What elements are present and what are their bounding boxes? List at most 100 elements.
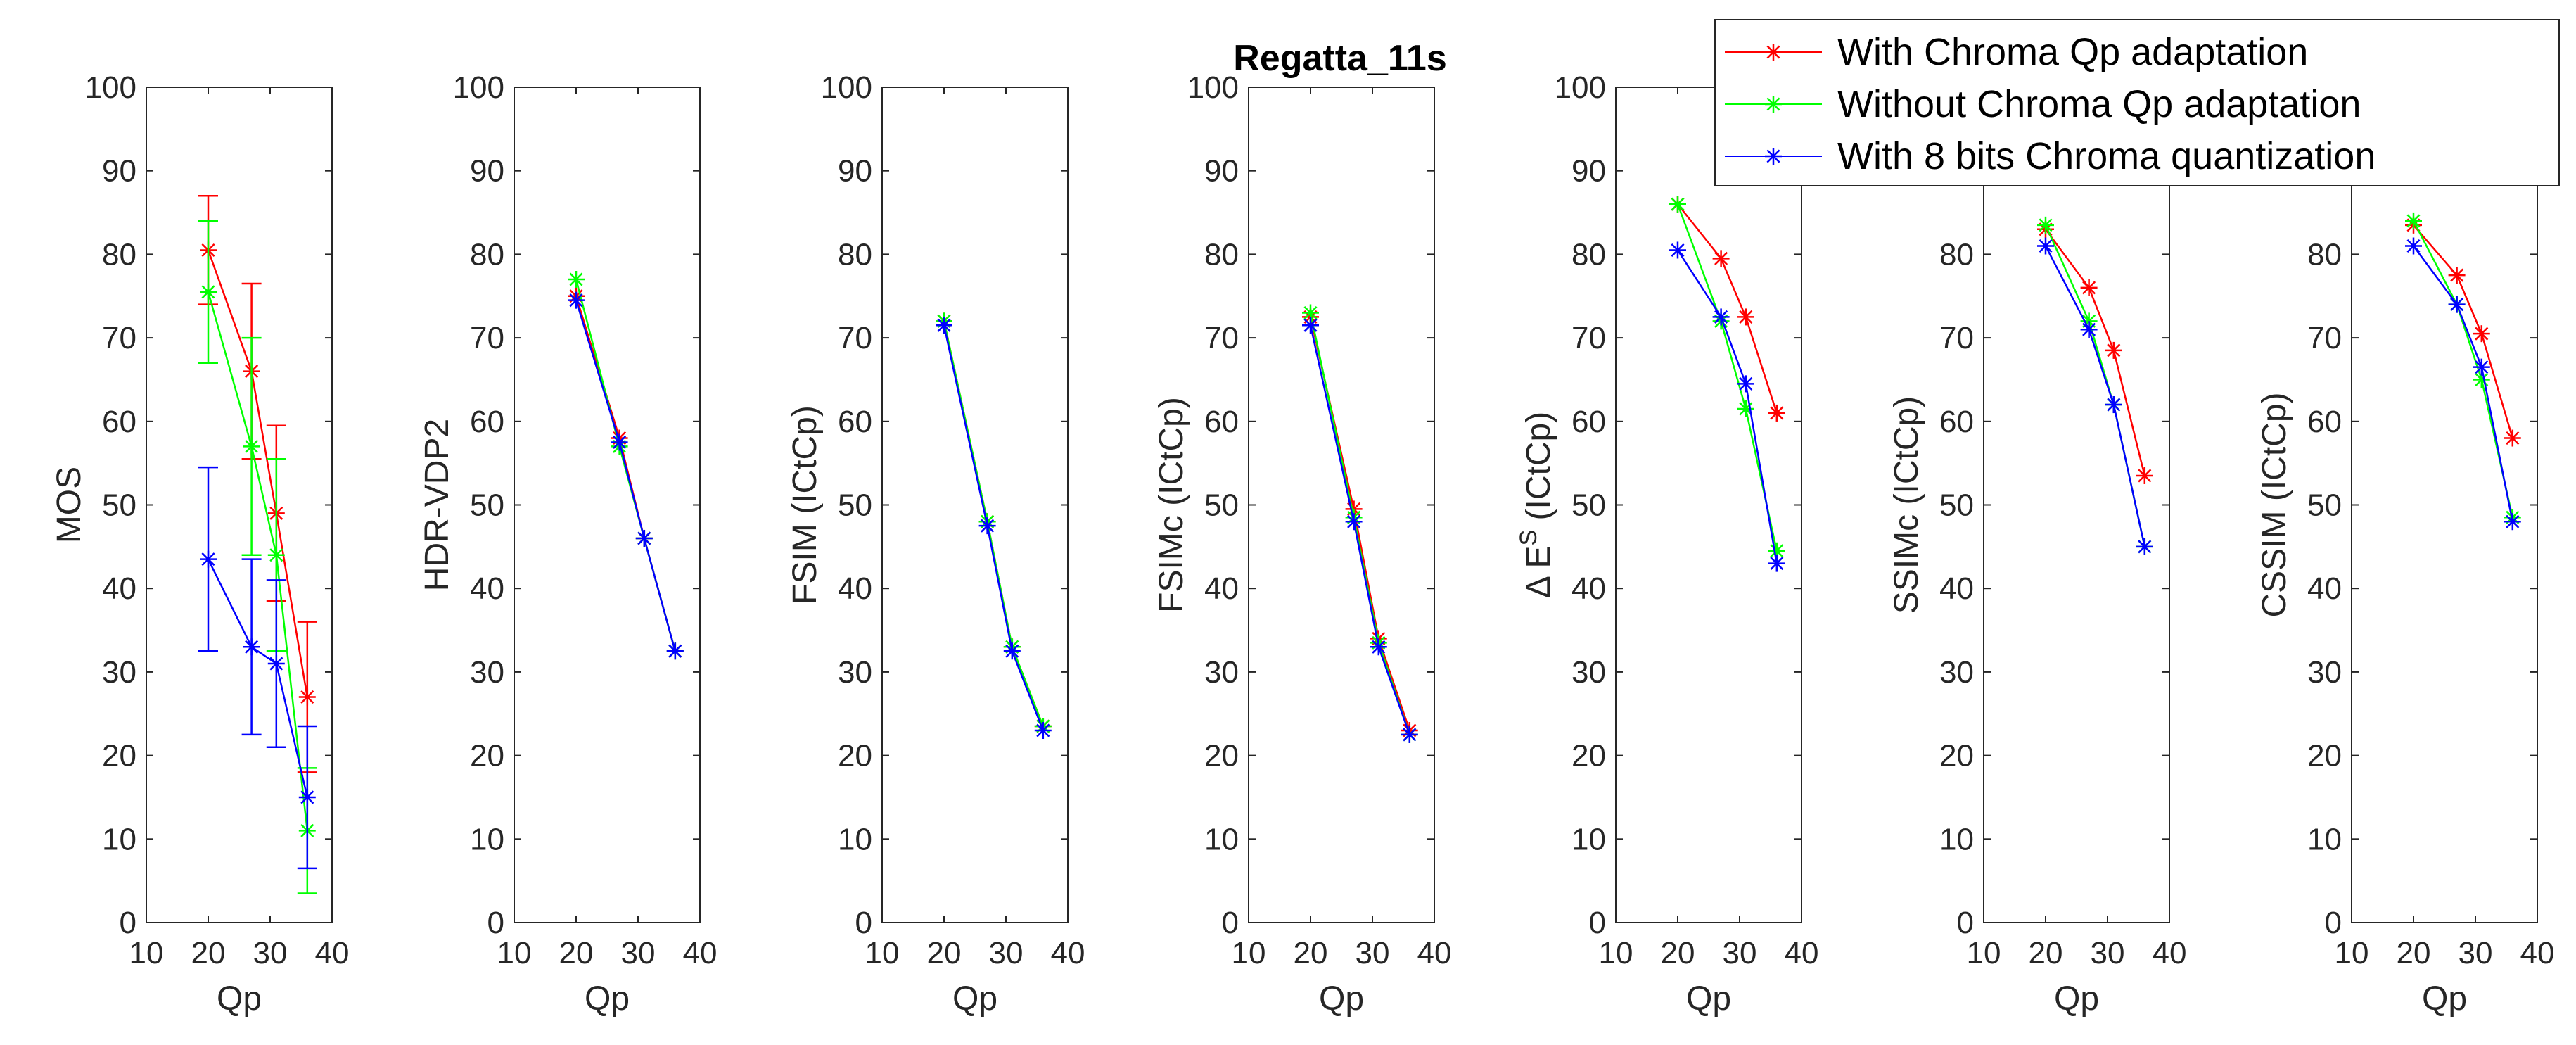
y-tick-label: 80 [2307,237,2342,272]
y-tick-label: 50 [2307,488,2342,523]
y-tick-label: 20 [1571,739,1606,773]
data-point [1345,513,1363,531]
x-tick-label: 10 [497,936,532,970]
legend-marker-symbol [1765,148,1782,165]
data-point [568,271,585,289]
figure-title: Regatta_11s [1233,38,1447,79]
series-line [2044,229,2146,476]
x-tick-label: 20 [559,936,594,970]
y-tick-label: 40 [470,571,504,606]
y-tick-label: 100 [821,70,872,105]
data-point [635,529,653,547]
x-tick-label: 10 [1599,936,1633,970]
y-tick-label: 0 [1589,906,1606,940]
x-axis-label: Qp [217,980,262,1018]
y-tick-label: 10 [838,822,872,856]
y-tick-label: 0 [855,906,872,940]
data-point [936,317,952,334]
x-tick-label: 20 [927,936,962,970]
data-point [1401,726,1418,743]
series-line [2412,245,2514,522]
data-point [243,438,260,455]
data-point [2405,212,2422,229]
data-point [2105,396,2122,414]
y-tick-label: 30 [838,655,872,690]
x-axis-label: Qp [1319,980,1364,1018]
data-point [2037,216,2054,234]
y-tick-label: 10 [2307,822,2342,856]
data-point [298,688,316,706]
data-point [2504,429,2521,447]
x-tick-label: 40 [683,936,718,970]
y-tick-label: 70 [838,321,872,355]
legend-marker-symbol [1765,44,1782,61]
y-tick-label: 0 [1222,906,1239,940]
x-tick-label: 40 [2153,936,2187,970]
x-tick-label: 30 [1723,936,1757,970]
x-tick-label: 20 [2029,936,2063,970]
data-point [1034,721,1052,739]
x-axis-label: Qp [585,980,630,1018]
y-tick-label: 20 [1204,739,1239,773]
y-tick-label: 0 [487,906,504,940]
data-point [1712,308,1730,326]
data-point [666,642,684,660]
y-tick-label: 80 [470,237,504,272]
x-tick-label: 20 [2397,936,2431,970]
x-axis-label: Qp [2054,980,2099,1018]
y-tick-label: 20 [1939,739,1974,773]
y-axis-label: MOS [51,467,88,543]
legend: With Chroma Qp adaptation Without Chroma… [1714,19,2560,186]
x-axis-label: Qp [2422,980,2467,1018]
data-point [2136,467,2153,484]
y-tick-label: 40 [2307,571,2342,606]
y-tick-label: 70 [1204,321,1239,355]
plot-area [881,87,1069,923]
data-point [978,517,996,535]
data-point [2448,267,2466,284]
data-point [1712,250,1730,267]
y-tick-label: 0 [120,906,136,940]
data-point [2080,279,2098,296]
series-with-8-bits-chroma-quantization [1669,241,1785,572]
data-point [1669,196,1686,213]
legend-box [1714,19,2560,186]
legend-marker-symbol [1765,96,1782,113]
x-axis-label: Qp [952,980,997,1018]
y-tick-label: 30 [1204,655,1239,690]
x-tick-label: 20 [1294,936,1328,970]
y-tick-label: 20 [102,739,136,773]
x-tick-label: 30 [253,936,288,970]
data-point [2136,538,2153,555]
x-tick-label: 10 [2335,936,2369,970]
data-point [1370,638,1387,656]
data-point [267,655,285,673]
data-point [2037,237,2054,255]
series-line [2044,245,2146,547]
x-tick-label: 10 [1967,936,2001,970]
y-tick-label: 80 [102,237,136,272]
x-tick-label: 40 [1785,936,1819,970]
y-tick-label: 100 [1187,70,1239,105]
series-line [1676,203,1778,552]
y-tick-label: 70 [102,321,136,355]
y-tick-label: 0 [2325,906,2342,940]
y-axis-label: SSIMc (ICtCp) [1888,396,1925,614]
data-point [1768,542,1785,559]
y-tick-label: 0 [1957,906,1974,940]
y-tick-label: 40 [1204,571,1239,606]
y-tick-label: 80 [1939,237,1974,272]
y-tick-label: 10 [102,822,136,856]
series-with-8-bits-chroma-quantization [936,317,1052,739]
y-tick-label: 20 [470,739,504,773]
legend-label-8bit-chroma: With 8 bits Chroma quantization [1837,135,2376,177]
y-axis-label: FSIM (ICtCp) [786,405,824,604]
series-line [1309,325,1410,735]
data-point [1669,241,1686,259]
y-tick-label: 100 [1555,70,1606,105]
